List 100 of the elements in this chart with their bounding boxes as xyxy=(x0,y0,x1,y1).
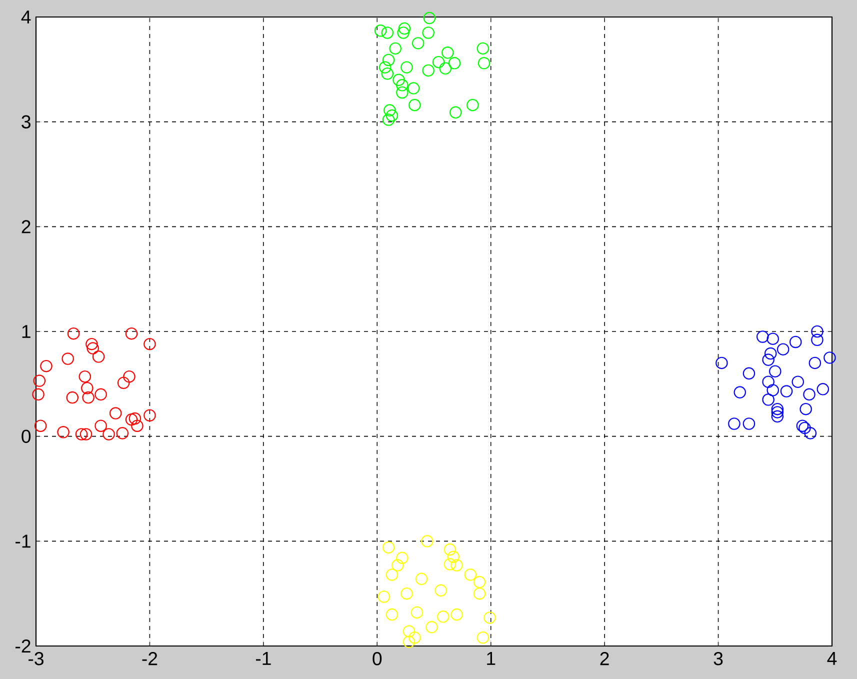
point xyxy=(442,46,454,59)
point xyxy=(396,86,408,99)
y-tick-label: -2 xyxy=(16,639,30,653)
point xyxy=(742,367,756,380)
point xyxy=(771,406,784,418)
point xyxy=(378,590,390,603)
point xyxy=(386,568,398,581)
point xyxy=(415,572,428,586)
point xyxy=(771,402,784,416)
point xyxy=(86,338,98,350)
point xyxy=(464,568,477,581)
point xyxy=(766,384,779,396)
point xyxy=(57,426,70,438)
point xyxy=(408,98,421,112)
point xyxy=(67,327,80,340)
x-tick-label: 2 xyxy=(600,652,609,666)
point xyxy=(80,428,92,440)
point xyxy=(386,608,398,621)
point xyxy=(432,56,445,68)
point xyxy=(422,64,434,77)
y-tick-label: 1 xyxy=(22,325,30,338)
point xyxy=(109,407,122,420)
y-tick-label: 4 xyxy=(21,10,31,24)
point xyxy=(144,409,156,422)
point xyxy=(473,576,486,588)
point xyxy=(408,631,421,644)
point xyxy=(33,374,46,387)
point xyxy=(117,376,130,390)
point xyxy=(81,382,94,394)
point xyxy=(789,336,802,348)
point xyxy=(382,54,395,66)
x-tick-label: 1 xyxy=(487,652,496,665)
point xyxy=(422,26,434,39)
point xyxy=(34,420,47,432)
point xyxy=(803,388,816,401)
point xyxy=(381,26,394,39)
point xyxy=(450,608,463,621)
x-tick-label: -3 xyxy=(28,652,44,666)
point xyxy=(423,12,436,24)
point xyxy=(447,550,460,564)
point xyxy=(444,558,456,570)
y-tick-label: 3 xyxy=(22,115,30,128)
point xyxy=(798,422,811,434)
point xyxy=(410,606,424,619)
point xyxy=(125,413,138,426)
point xyxy=(769,365,782,378)
point xyxy=(764,347,777,360)
point xyxy=(771,410,784,423)
point xyxy=(92,350,105,363)
point xyxy=(125,327,138,340)
point xyxy=(421,535,434,548)
point xyxy=(816,383,830,396)
point xyxy=(144,338,156,350)
point xyxy=(400,61,413,74)
point xyxy=(391,559,404,572)
point xyxy=(389,42,402,55)
point xyxy=(386,109,398,122)
point xyxy=(62,352,74,365)
point xyxy=(439,62,452,75)
point xyxy=(444,543,456,556)
point xyxy=(32,388,44,401)
point xyxy=(378,61,392,74)
x-tick-label: -2 xyxy=(142,652,158,666)
point xyxy=(402,636,416,648)
y-tick-label: 0 xyxy=(22,430,31,443)
point xyxy=(449,106,462,119)
x-tick-label: 3 xyxy=(714,652,723,666)
point xyxy=(412,37,424,50)
point xyxy=(776,343,790,356)
point xyxy=(766,332,779,345)
point xyxy=(808,356,822,370)
point xyxy=(716,356,728,370)
point xyxy=(780,385,793,398)
point xyxy=(40,360,52,372)
point xyxy=(94,420,107,432)
point xyxy=(396,79,408,92)
point xyxy=(756,330,769,343)
point xyxy=(397,26,410,39)
point xyxy=(450,559,463,572)
point xyxy=(762,354,774,366)
point xyxy=(407,82,420,94)
y-tick-label: 2 xyxy=(22,220,30,234)
point xyxy=(123,370,136,383)
x-tick-label: -1 xyxy=(256,652,271,665)
point xyxy=(811,334,824,346)
point xyxy=(478,56,490,70)
point xyxy=(86,342,99,354)
point xyxy=(762,376,774,388)
point xyxy=(426,620,438,634)
point xyxy=(804,427,817,440)
y-tick-label: -1 xyxy=(16,534,30,548)
point xyxy=(811,325,824,338)
point xyxy=(78,370,92,383)
point xyxy=(400,587,413,600)
point xyxy=(381,67,394,80)
point xyxy=(382,114,395,126)
point xyxy=(82,391,94,404)
point xyxy=(434,584,447,597)
point xyxy=(384,104,396,116)
point xyxy=(382,541,395,554)
